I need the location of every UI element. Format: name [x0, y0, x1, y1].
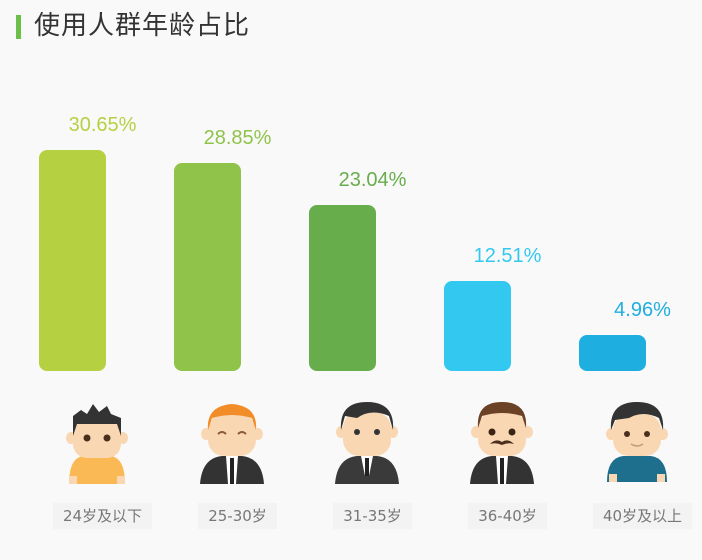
bar-value-label: 23.04%	[338, 169, 407, 191]
title-accent-bar	[16, 15, 21, 39]
bar-value-label: 30.65%	[68, 114, 137, 136]
page-title: 使用人群年龄占比	[34, 11, 251, 41]
bar	[174, 163, 241, 371]
bar-group: 23.04% 31-35岁	[305, 0, 440, 560]
bar	[309, 205, 376, 371]
bar-value-label: 28.85%	[203, 127, 272, 149]
bar-group: 4.96% 40岁及以上	[575, 0, 702, 560]
x-tick: 40岁及以上	[575, 503, 702, 529]
bar	[444, 281, 511, 371]
category-label: 40岁及以上	[592, 503, 693, 529]
dark-hair-suit-man-icon	[317, 396, 417, 496]
bar	[579, 335, 646, 371]
category-label: 36-40岁	[468, 503, 547, 529]
bar-group: 28.85% 25-30岁	[170, 0, 305, 560]
category-label: 31-35岁	[333, 503, 412, 529]
young-boy-yellow-shirt-icon	[47, 396, 147, 496]
bar-value-label: 12.51%	[473, 245, 542, 267]
older-man-blue-shirt-icon	[587, 396, 687, 496]
bar	[39, 150, 106, 371]
orange-hair-suit-man-icon	[182, 396, 282, 496]
x-tick: 36-40岁	[440, 503, 575, 529]
x-tick: 31-35岁	[305, 503, 440, 529]
bar-group: 12.51% 36-40岁	[440, 0, 575, 560]
category-label: 24岁及以下	[52, 503, 153, 529]
bar-value-label: 4.96%	[614, 299, 671, 321]
category-label: 25-30岁	[198, 503, 277, 529]
bar-group: 30.65% 24岁及以下	[35, 0, 170, 560]
x-tick: 25-30岁	[170, 503, 305, 529]
x-tick: 24岁及以下	[35, 503, 170, 529]
mustache-suit-man-icon	[452, 396, 552, 496]
